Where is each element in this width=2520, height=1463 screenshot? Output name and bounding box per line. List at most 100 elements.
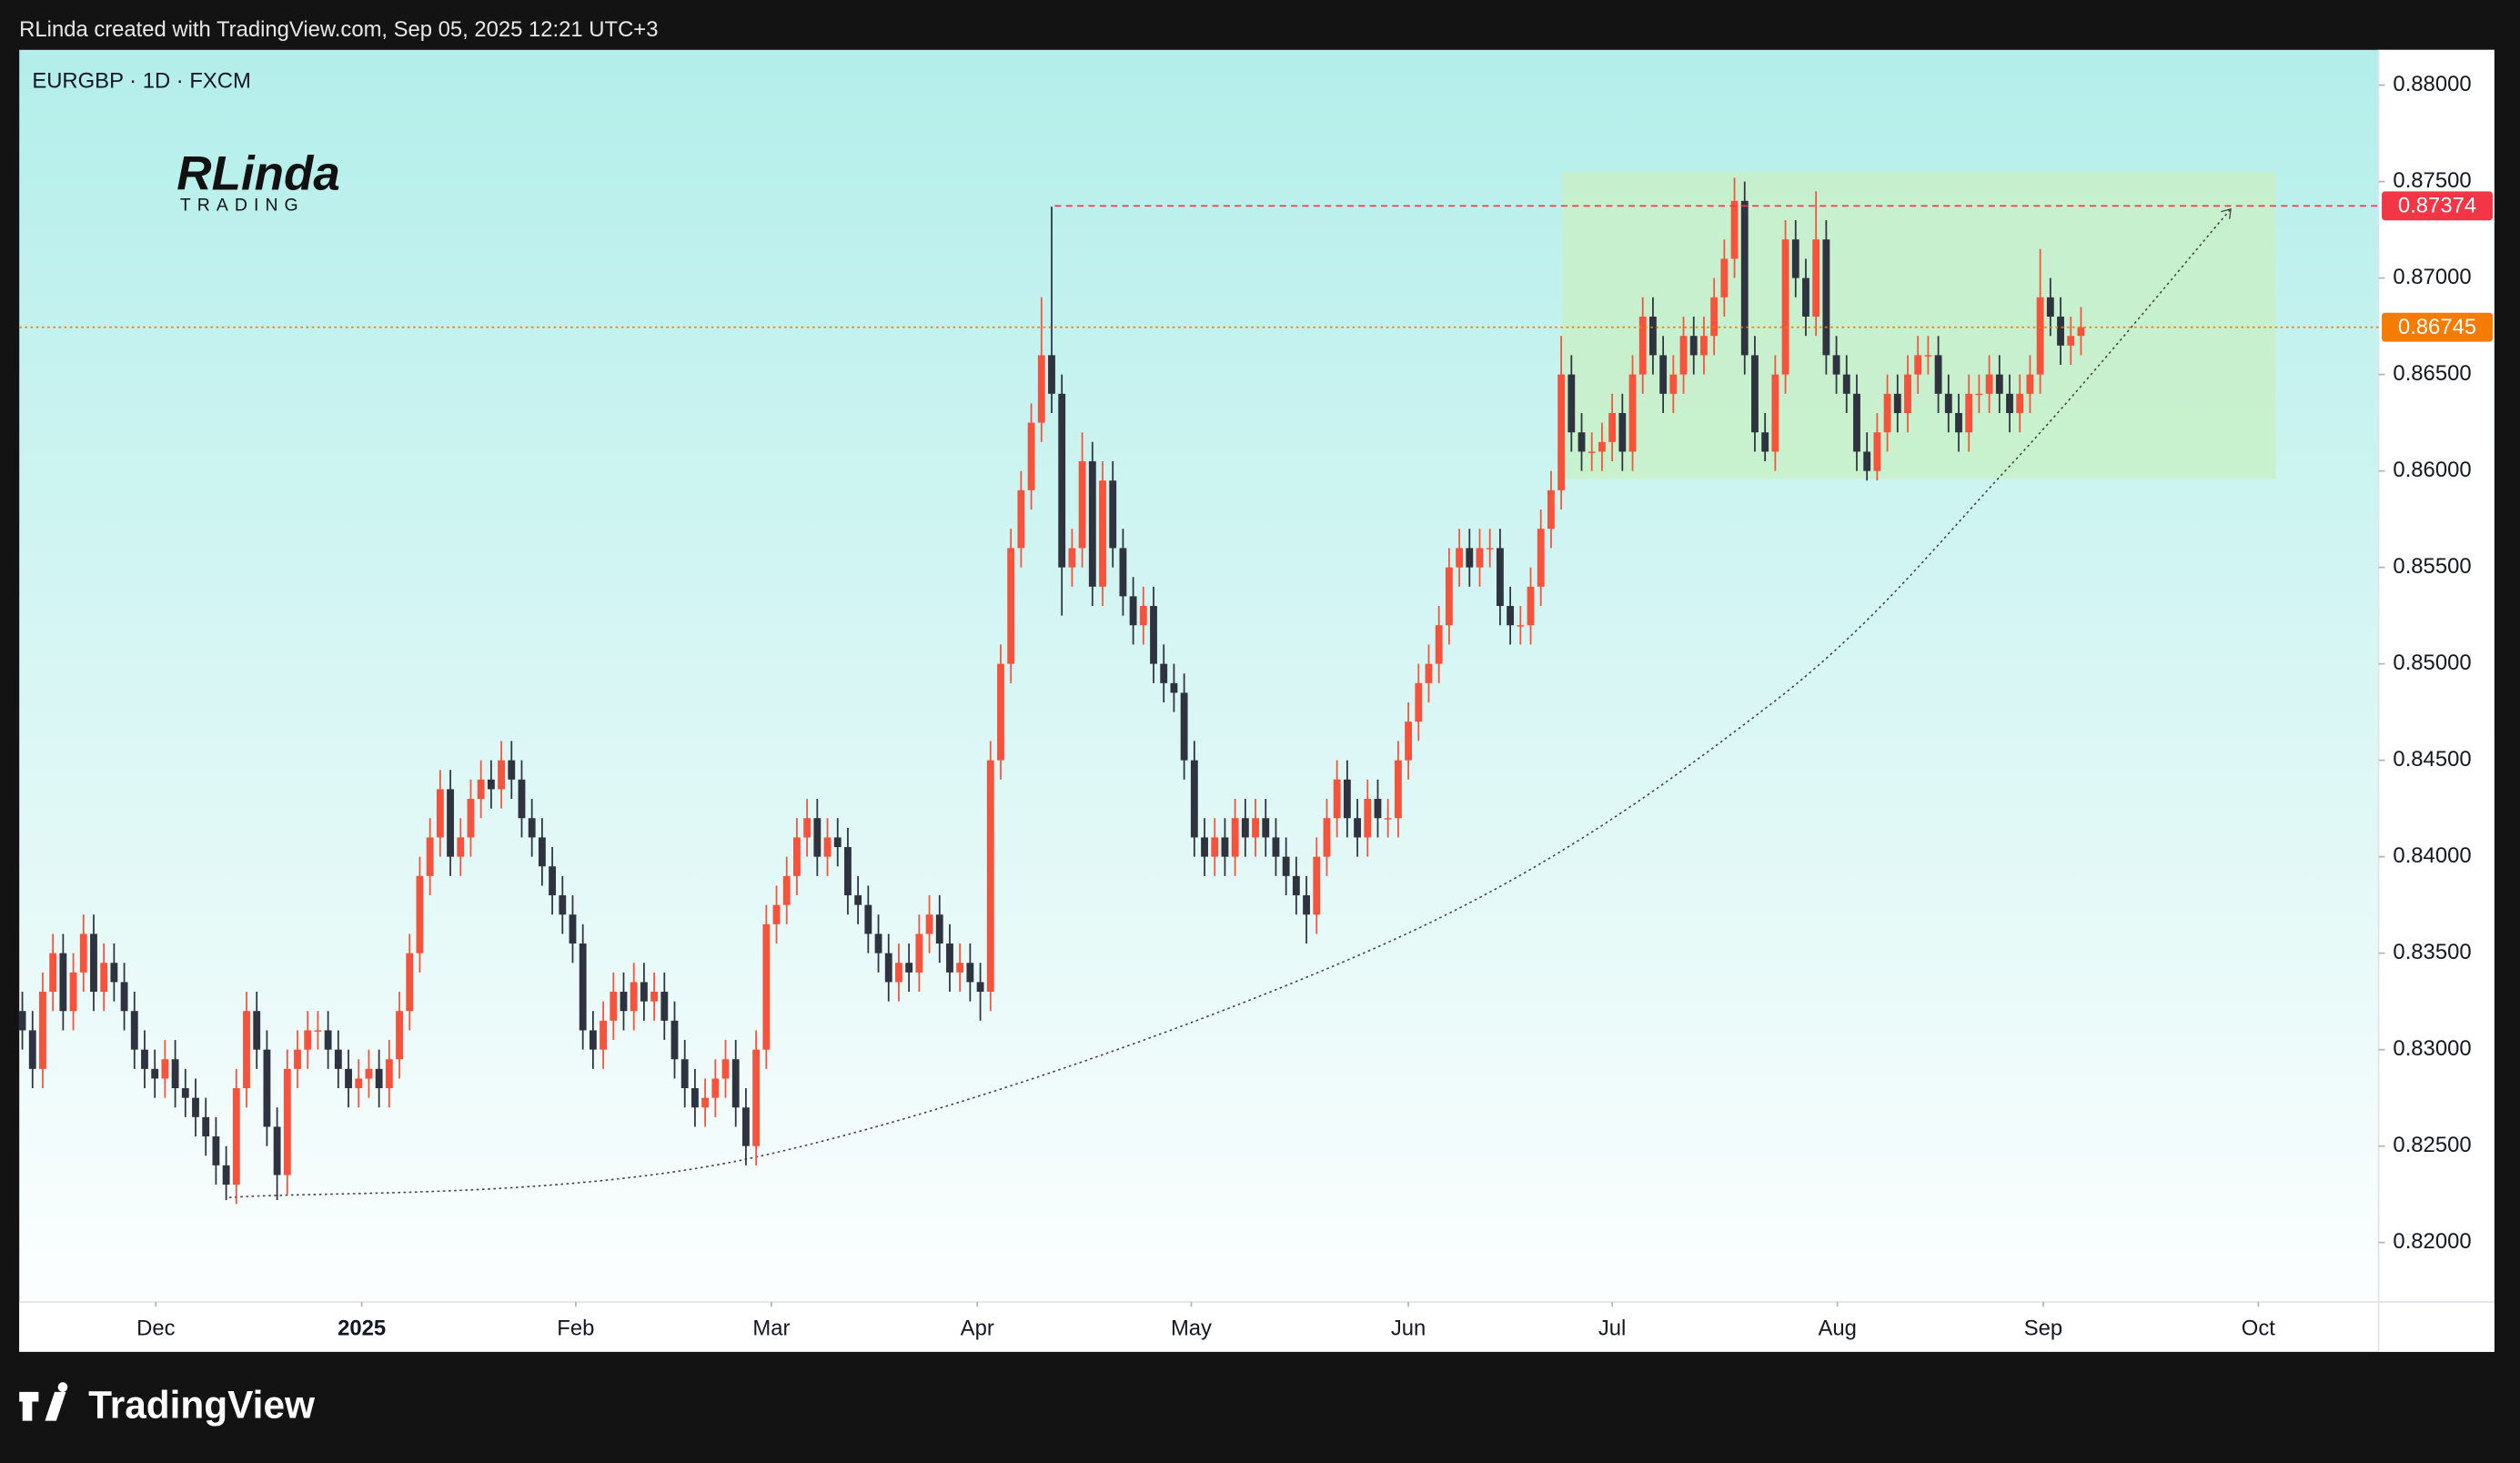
candle-body (467, 799, 475, 838)
candle-body (1088, 461, 1096, 587)
trend-curve (228, 209, 2231, 1199)
candle-body (1466, 548, 1474, 568)
candle-body (528, 818, 536, 838)
candle-body (731, 1059, 740, 1108)
candle-body (1099, 480, 1106, 587)
candle-body (915, 933, 923, 973)
candle-body (151, 1068, 159, 1079)
candle-body (1812, 239, 1820, 318)
candle-body (549, 866, 557, 896)
candle-body (1527, 586, 1535, 626)
x-tick-label: 2025 (338, 1316, 386, 1340)
price-label: 0.87374 (2398, 193, 2476, 217)
y-tick-label: 0.85000 (2393, 651, 2471, 675)
candle-body (100, 963, 108, 993)
candle-body (273, 1126, 281, 1175)
candle-body (895, 963, 902, 983)
candle-body (1944, 393, 1952, 414)
candle-body (141, 1049, 148, 1069)
candle-body (1781, 239, 1789, 375)
candle-body (1292, 875, 1300, 896)
y-tick-label: 0.84500 (2393, 747, 2471, 772)
candle-body (905, 963, 913, 973)
candle-body (1893, 393, 1901, 414)
candle-body (1649, 317, 1657, 356)
candle-body (1914, 355, 1922, 375)
candle-body (2046, 297, 2054, 318)
candle-body (1578, 432, 1586, 452)
candle-body (976, 982, 984, 993)
y-tick-label: 0.84000 (2393, 843, 2471, 868)
x-tick-label: May (1171, 1316, 1212, 1340)
candle-body (1517, 625, 1525, 627)
candle-body (1364, 799, 1372, 838)
candle-body (324, 1030, 332, 1050)
candle-body (18, 1011, 26, 1031)
candle-body (457, 837, 465, 857)
candle-body (2036, 297, 2044, 375)
candle-body (232, 1088, 240, 1186)
candle-body (263, 1049, 271, 1127)
candle-body (1567, 374, 1576, 433)
candle-body (762, 923, 771, 1050)
candle-body (690, 1088, 699, 1108)
candle-body (90, 933, 97, 993)
price-label-box (2382, 191, 2493, 221)
price-label: 0.86745 (2398, 315, 2476, 339)
candle-body (1313, 856, 1321, 915)
x-tick-label: Oct (2242, 1316, 2275, 1340)
candle-body (1486, 548, 1494, 550)
candle-body (1180, 692, 1188, 761)
candle-body (1669, 374, 1678, 394)
candle-body (1638, 317, 1647, 375)
candle-body (742, 1107, 750, 1146)
attribution: RLinda created with TradingView.com, Sep… (19, 17, 658, 42)
candle-body (1374, 799, 1382, 819)
candle-body (1282, 856, 1290, 876)
candle-body (559, 895, 567, 915)
candle-body (1791, 239, 1799, 278)
candle-body (2057, 317, 2064, 346)
candle-body (1058, 393, 1066, 568)
candle-body (1679, 336, 1688, 375)
candle-body (171, 1059, 179, 1089)
candle-body (355, 1078, 363, 1089)
x-tick-label: Jul (1598, 1316, 1626, 1340)
candle-body (1832, 355, 1840, 375)
candle-body (2006, 393, 2013, 414)
candle-body (1017, 489, 1025, 549)
candle-body (813, 818, 822, 857)
candle-body (1343, 779, 1351, 819)
candle-body (630, 982, 638, 1012)
candle-body (1710, 297, 1719, 337)
candle-body (579, 943, 587, 1031)
candle-body (782, 875, 791, 905)
y-tick-label: 0.85500 (2393, 554, 2471, 579)
candle-body (1700, 336, 1708, 356)
candle-body (1863, 451, 1871, 471)
candle-body (1965, 393, 1973, 433)
candle-body (1405, 721, 1412, 761)
y-tick-label: 0.86500 (2393, 361, 2471, 386)
candle-body (59, 953, 67, 1012)
candle-body (935, 914, 943, 944)
candle-body (1048, 355, 1055, 394)
candle-body (966, 963, 974, 983)
candle-body (1303, 895, 1310, 915)
candle-body (498, 760, 505, 790)
candle-body (69, 972, 77, 1012)
candle-body (1873, 432, 1881, 471)
candle-body (2016, 393, 2024, 414)
candle-body (1221, 837, 1229, 857)
candle-body (823, 837, 832, 857)
y-tick-label: 0.87000 (2393, 265, 2471, 289)
candle-body (1751, 355, 1759, 433)
candle-body (650, 992, 659, 1002)
x-tick-label: Apr (961, 1316, 994, 1340)
watermark: RLinda (176, 146, 340, 200)
x-tick-label: Aug (1818, 1316, 1856, 1340)
candle-body (884, 953, 892, 983)
y-tick-label: 0.83500 (2393, 940, 2471, 964)
candle-body (701, 1097, 710, 1108)
candle-body (1496, 548, 1504, 607)
